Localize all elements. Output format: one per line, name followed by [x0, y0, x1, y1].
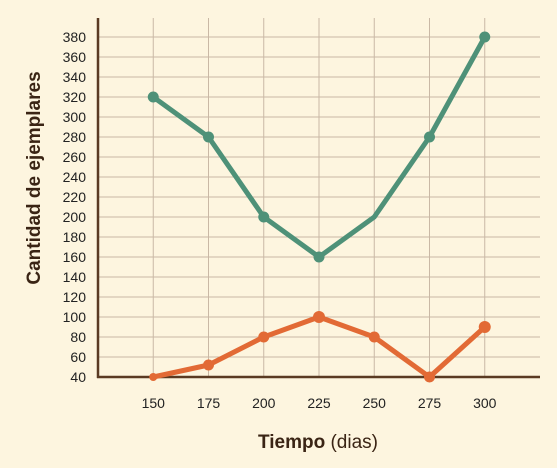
series-2-point: [478, 321, 491, 333]
series-2-point: [149, 373, 158, 381]
y-tick-label: 140: [63, 269, 87, 285]
y-tick-label: 260: [63, 149, 87, 165]
y-tick-label: 380: [63, 29, 87, 45]
y-axis-label: Cantidad de ejemplares: [24, 71, 45, 284]
series-2-point: [313, 311, 325, 323]
axes: [96, 18, 540, 379]
y-tick-labels: 40 60 80 100 120 140 160 180 200 220 240 260 280 300 3…: [63, 29, 87, 385]
y-tick-label: 220: [63, 189, 87, 205]
x-axis-label-unit: (dias): [325, 432, 378, 453]
series-2-point: [424, 371, 435, 383]
series-1-point: [424, 131, 435, 143]
x-tick-label: 150: [142, 395, 166, 411]
y-tick-label: 320: [63, 89, 87, 105]
series-2-point: [368, 331, 380, 343]
x-axis-label: Tiempo (dias): [258, 432, 378, 453]
series-1-point: [313, 251, 325, 263]
y-tick-label: 80: [70, 329, 86, 345]
y-tick-label: 200: [63, 209, 87, 225]
y-tick-label: 100: [63, 309, 87, 325]
y-tick-label: 340: [63, 69, 87, 85]
x-tick-label: 225: [307, 395, 331, 411]
y-tick-label: 120: [63, 289, 87, 305]
y-tick-label: 240: [63, 169, 87, 185]
series-lines: [147, 31, 491, 383]
x-axis-label-bold: Tiempo: [258, 432, 325, 453]
series-1-point: [147, 91, 159, 103]
y-tick-label: 280: [63, 129, 87, 145]
x-tick-labels: 150 175 200 225 250 275 300: [142, 395, 497, 411]
x-tick-label: 200: [252, 395, 276, 411]
y-tick-label: 360: [63, 49, 87, 65]
x-tick-label: 250: [363, 395, 387, 411]
series-1-point: [258, 211, 270, 223]
series-2-point: [203, 359, 214, 371]
series-2-point: [258, 331, 270, 343]
y-tick-label: 60: [70, 349, 86, 365]
series-1-point: [203, 131, 214, 143]
x-tick-label: 175: [197, 395, 221, 411]
y-tick-label: 300: [63, 109, 87, 125]
series-1-point: [479, 31, 491, 43]
grid-lines: [98, 18, 540, 377]
y-tick-label: 180: [63, 229, 87, 245]
y-tick-label: 40: [70, 369, 86, 385]
x-tick-label: 275: [418, 395, 442, 411]
x-tick-label: 300: [473, 395, 497, 411]
y-tick-label: 160: [63, 249, 87, 265]
